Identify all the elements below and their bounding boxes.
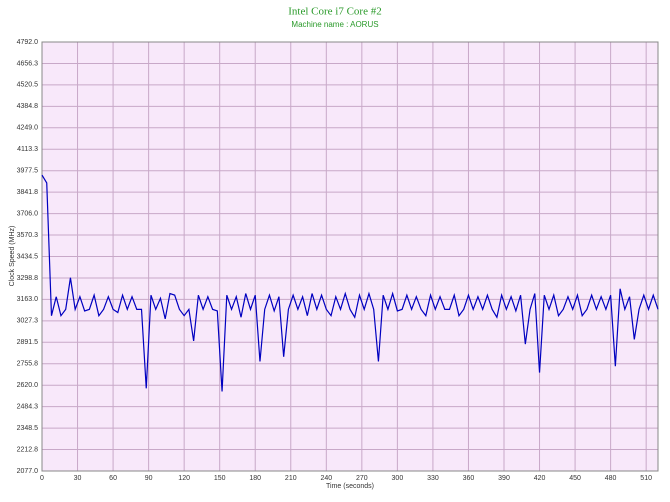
x-tick-label: 210 — [285, 475, 297, 482]
chart-subtitle: Machine name : AORUS — [291, 20, 378, 29]
y-tick-label: 4249.0 — [17, 125, 39, 132]
x-tick-label: 120 — [178, 475, 190, 482]
x-tick-label: 90 — [145, 475, 153, 482]
y-tick-label: 2212.8 — [17, 446, 39, 453]
x-tick-label: 390 — [498, 475, 510, 482]
data-line — [41, 174, 659, 392]
y-tick-label: 3163.0 — [17, 296, 39, 303]
y-tick-label: 2348.5 — [17, 425, 39, 432]
x-tick-label: 0 — [40, 475, 44, 482]
x-tick-label: 180 — [249, 475, 261, 482]
y-tick-label: 3706.0 — [17, 210, 39, 217]
x-tick-label: 480 — [605, 475, 617, 482]
y-tick-label: 2755.8 — [17, 361, 39, 368]
y-tick-label: 4792.0 — [17, 39, 39, 46]
y-tick-label: 3841.8 — [17, 189, 39, 196]
y-tick-label: 3027.3 — [17, 318, 39, 325]
x-tick-label: 60 — [109, 475, 117, 482]
y-tick-label: 4384.8 — [17, 103, 39, 110]
x-tick-label: 300 — [392, 475, 404, 482]
y-tick-label: 3434.5 — [17, 253, 39, 260]
x-tick-label: 420 — [534, 475, 546, 482]
y-tick-label: 3977.5 — [17, 168, 39, 175]
y-tick-label: 2484.3 — [17, 403, 39, 410]
x-tick-label: 510 — [640, 475, 652, 482]
y-tick-label: 2620.0 — [17, 382, 39, 389]
x-tick-label: 360 — [463, 475, 475, 482]
y-tick-label: 2891.5 — [17, 339, 39, 346]
y-tick-label: 2077.0 — [17, 468, 39, 475]
x-axis-label: Time (seconds) — [326, 483, 374, 490]
y-tick-label: 3298.8 — [17, 275, 39, 282]
x-tick-label: 240 — [320, 475, 332, 482]
x-tick-label: 450 — [569, 475, 581, 482]
x-tick-label: 30 — [74, 475, 82, 482]
y-tick-label: 4656.3 — [17, 60, 39, 67]
y-tick-label: 4113.3 — [17, 146, 38, 153]
chart-title: Intel Core i7 Core #2 — [288, 6, 381, 18]
y-tick-label: 4520.5 — [17, 82, 39, 89]
y-tick-label: 3570.3 — [17, 232, 39, 239]
y-axis-label: Clock Speed (MHz) — [9, 226, 16, 287]
x-tick-label: 150 — [214, 475, 226, 482]
x-tick-label: 270 — [356, 475, 368, 482]
x-tick-label: 330 — [427, 475, 439, 482]
plot-border — [41, 41, 659, 472]
